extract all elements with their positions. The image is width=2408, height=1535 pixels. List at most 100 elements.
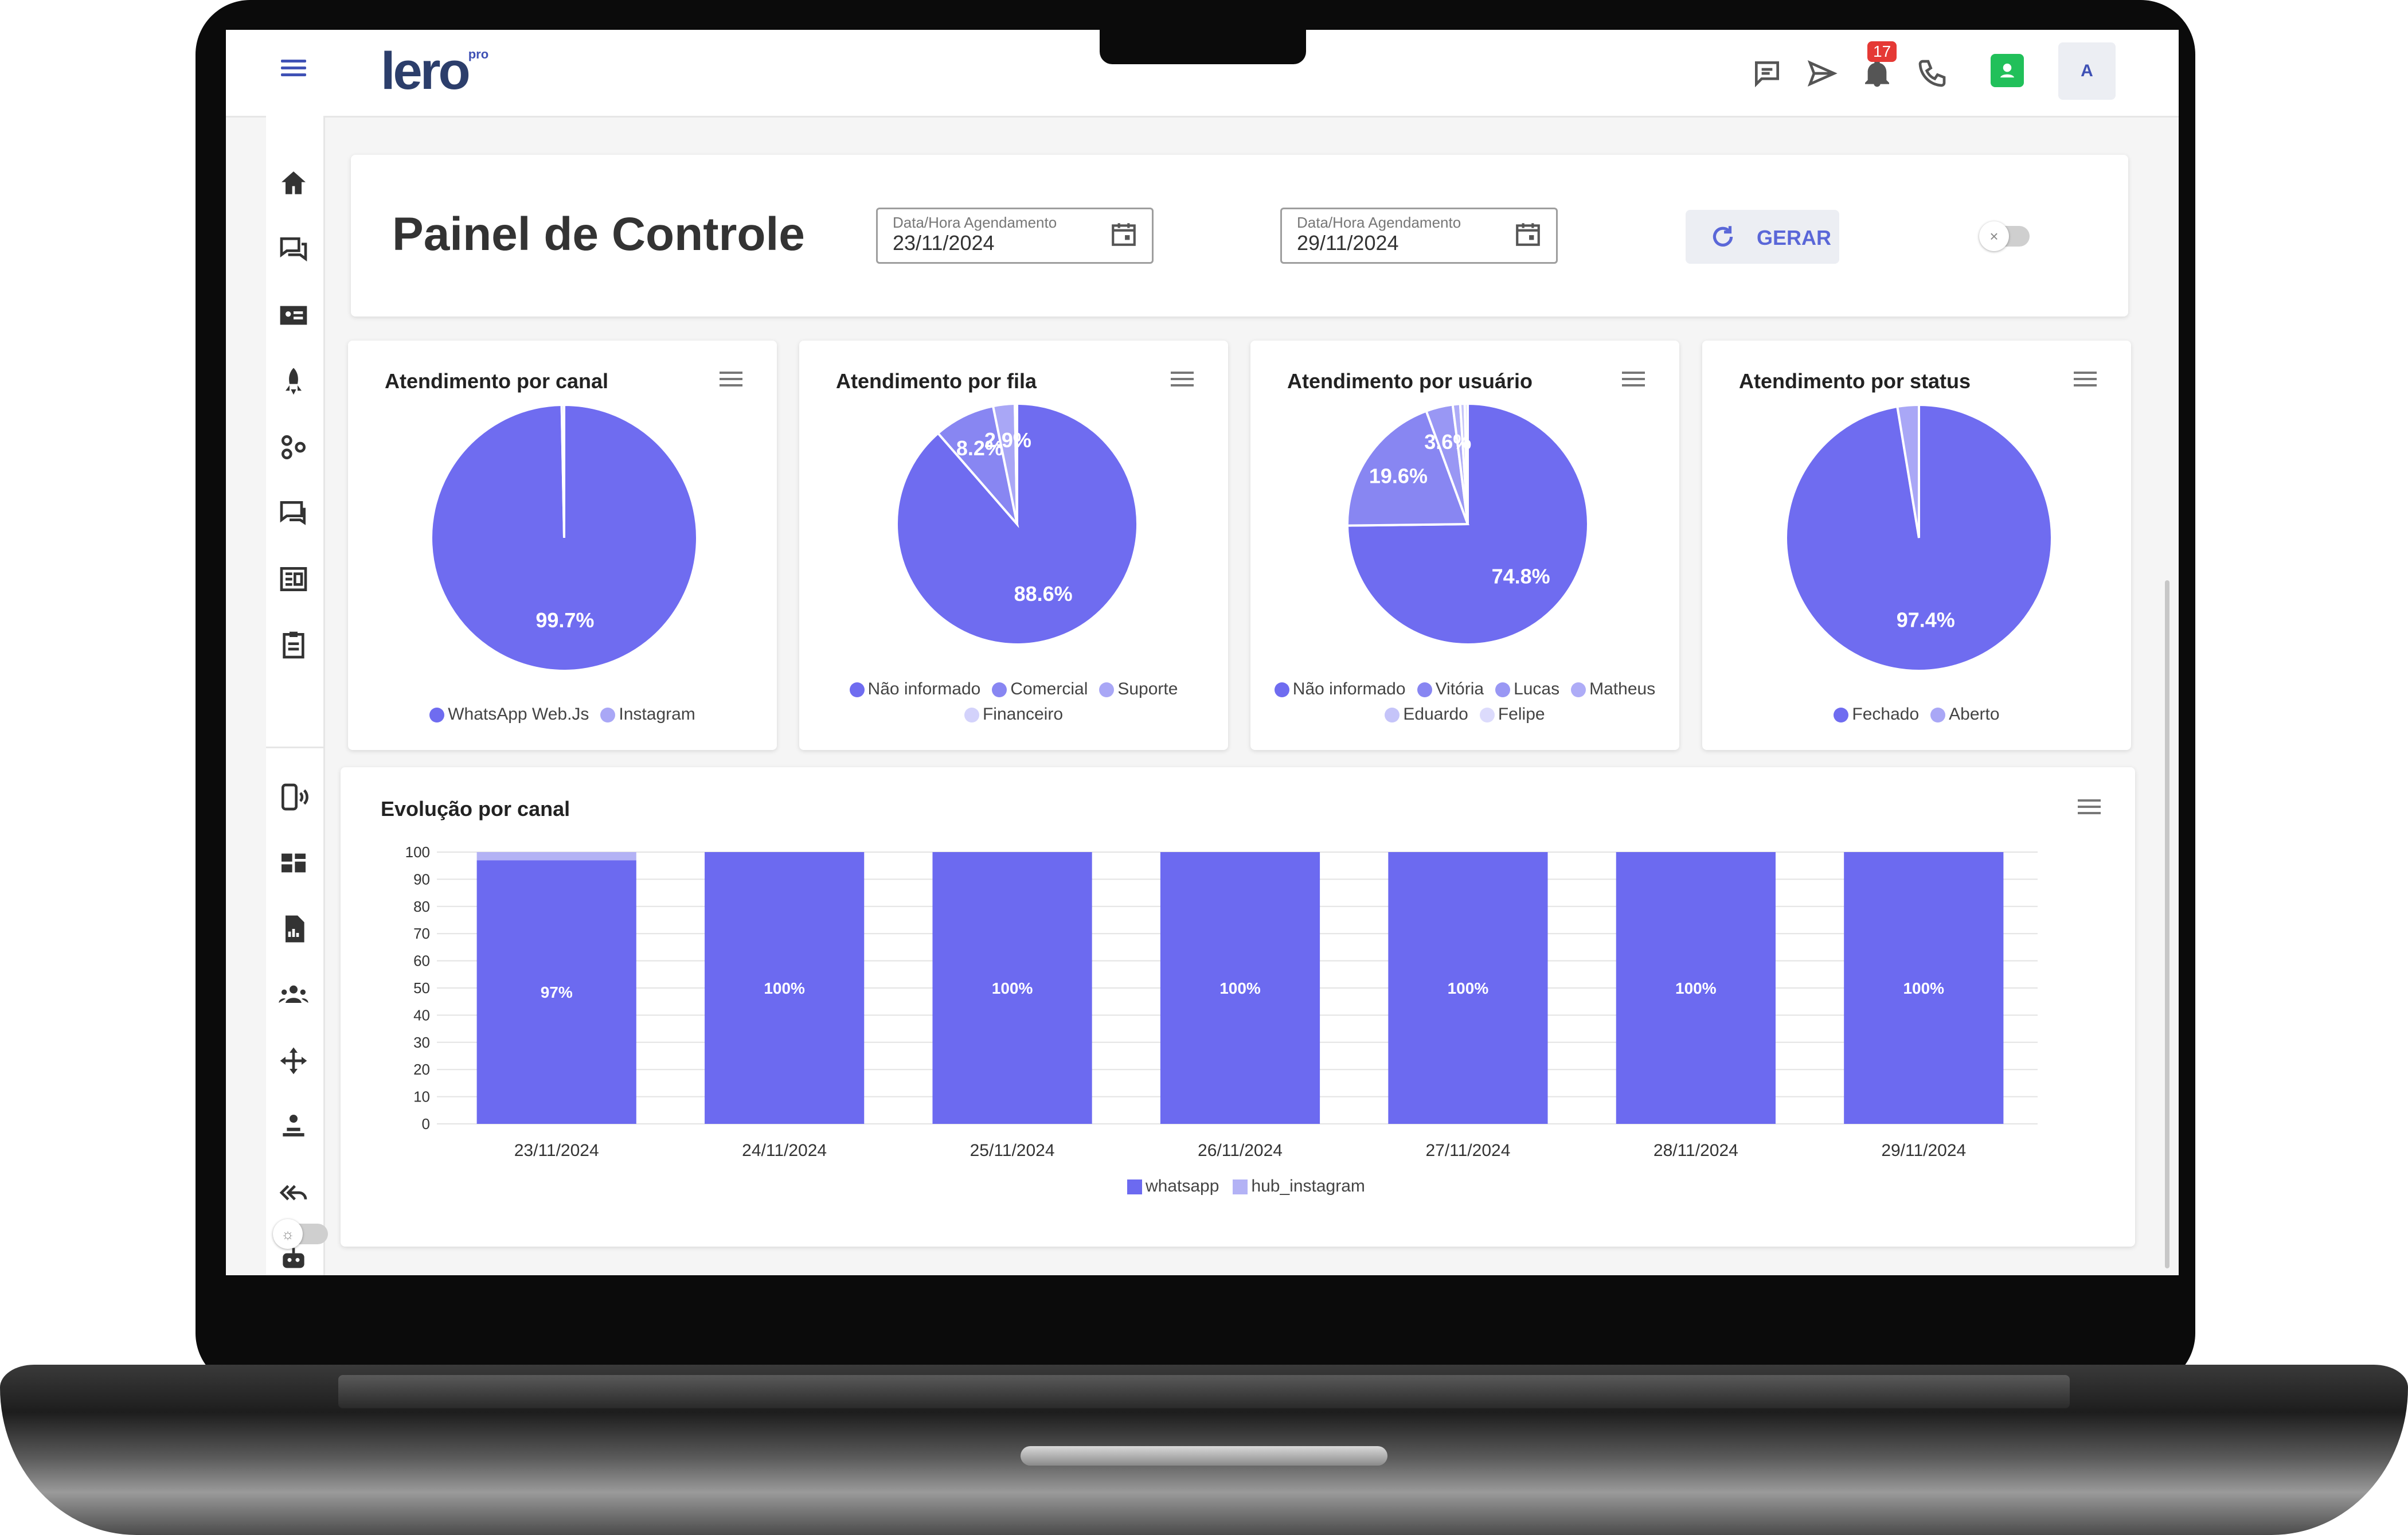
camera-notch — [1100, 23, 1306, 64]
pie-slice[interactable] — [1463, 402, 1469, 525]
pie-slice[interactable] — [1346, 409, 1469, 527]
queue-icon[interactable] — [277, 1111, 312, 1145]
bar-segment[interactable] — [1844, 852, 2004, 1124]
bar-segment[interactable] — [705, 852, 865, 1124]
pie-chart: 88.6% 8.2%2.9% — [896, 402, 1139, 646]
legend-item[interactable]: hub_instagram — [1233, 1177, 1365, 1196]
legend-item[interactable]: whatsapp — [1127, 1177, 1219, 1196]
chat-icon[interactable] — [1751, 57, 1783, 89]
legend-dot — [964, 708, 979, 722]
pie-slice[interactable] — [1895, 403, 1920, 538]
theme-toggle-icon: ☼ — [273, 1219, 303, 1249]
messages-icon[interactable] — [277, 497, 312, 532]
home-icon[interactable] — [277, 167, 312, 202]
x-tick-label: 25/11/2024 — [970, 1141, 1055, 1160]
pie-slice[interactable] — [1785, 403, 2053, 672]
phone-icon[interactable] — [1916, 57, 1948, 89]
legend-dot — [1099, 682, 1115, 697]
pie-chart-title: Atendimento por usuário — [1287, 369, 1533, 393]
legend-item[interactable]: Não informado — [1274, 677, 1406, 702]
chart-menu-icon[interactable] — [2078, 799, 2101, 815]
pie-chart-title: Atendimento por canal — [385, 369, 609, 393]
legend-item[interactable]: Matheus — [1571, 677, 1655, 702]
bar-data-label: 97% — [541, 983, 573, 1001]
pie-legend: Fechado Aberto — [1702, 702, 2131, 727]
legend-label: whatsapp — [1146, 1177, 1219, 1196]
x-tick-label: 23/11/2024 — [514, 1141, 599, 1160]
pie-slice[interactable] — [1014, 402, 1018, 525]
bell-icon[interactable] — [1861, 57, 1893, 89]
chart-menu-icon[interactable] — [2074, 372, 2097, 388]
bar-legend: whatsapp hub_instagram — [1120, 1177, 1372, 1196]
legend-item[interactable]: Felipe — [1479, 702, 1545, 727]
legend-item[interactable]: Comercial — [992, 677, 1088, 702]
pie-slice-label: 19.6% — [1369, 464, 1428, 488]
avatar[interactable]: A — [2058, 42, 2116, 100]
bar-data-label: 100% — [1219, 979, 1261, 997]
pie-slice-label: 74.8% — [1492, 564, 1550, 588]
send-icon[interactable] — [1806, 57, 1838, 89]
start-date-field[interactable]: Data/Hora Agendamento 23/11/2024 — [876, 208, 1154, 264]
legend-item[interactable]: Suporte — [1099, 677, 1178, 702]
legend-dot — [1479, 708, 1495, 722]
chart-menu-icon[interactable] — [720, 372, 742, 388]
menu-icon[interactable] — [281, 60, 306, 77]
legend-item[interactable]: Financeiro — [964, 702, 1063, 727]
legend-item[interactable]: Lucas — [1495, 677, 1559, 702]
bar-segment[interactable] — [476, 860, 636, 1124]
y-tick-label: 70 — [413, 925, 430, 942]
x-tick-label: 29/11/2024 — [1881, 1141, 1966, 1160]
legend-item[interactable]: Fechado — [1834, 702, 1919, 727]
bar-segment[interactable] — [476, 852, 636, 861]
pie-slice[interactable] — [936, 404, 1019, 529]
end-date-field[interactable]: Data/Hora Agendamento 29/11/2024 — [1280, 208, 1558, 264]
contact-card-icon[interactable] — [277, 299, 312, 334]
x-tick-label: 24/11/2024 — [742, 1141, 827, 1160]
y-tick-label: 90 — [413, 870, 430, 888]
rocket-icon[interactable] — [277, 365, 312, 400]
calendar-icon[interactable] — [1514, 220, 1542, 248]
bar-segment[interactable] — [932, 852, 1092, 1124]
grid-icon[interactable] — [277, 847, 312, 881]
bar-segment[interactable] — [1616, 852, 1776, 1124]
theme-toggle[interactable]: ☼ — [273, 1219, 328, 1249]
pie-slice-label: 3.6% — [1424, 430, 1471, 454]
pie-legend: WhatsApp Web.Js Instagram — [348, 702, 777, 727]
pie-slice-label: 8.2% — [956, 436, 1003, 460]
phone-signal-icon[interactable] — [277, 781, 312, 815]
pie-slice[interactable] — [560, 403, 565, 538]
y-tick-label: 40 — [413, 1006, 430, 1024]
move-icon[interactable] — [277, 1045, 312, 1079]
legend-item[interactable]: Não informado — [849, 677, 980, 702]
chart-menu-icon[interactable] — [1622, 372, 1645, 388]
legend-label: Felipe — [1498, 705, 1545, 724]
pie-slice-label: 88.6% — [1014, 582, 1073, 606]
chart-menu-icon[interactable] — [1171, 372, 1194, 388]
report-icon[interactable] — [277, 913, 312, 947]
scrollbar[interactable] — [2165, 580, 2169, 1268]
generate-button[interactable]: GERAR — [1686, 210, 1839, 264]
legend-item[interactable]: Vitória — [1417, 677, 1484, 702]
bar-segment[interactable] — [1160, 852, 1320, 1124]
chat-icon[interactable] — [277, 233, 312, 268]
legend-item[interactable]: WhatsApp Web.Js — [429, 702, 589, 727]
legend-item[interactable]: Eduardo — [1385, 702, 1468, 727]
bar-segment[interactable] — [1388, 852, 1548, 1124]
page-title: Painel de Controle — [392, 208, 805, 260]
users-icon[interactable] — [277, 979, 312, 1013]
filter-toggle[interactable]: × — [1979, 221, 2030, 251]
pie-chart-title: Atendimento por status — [1739, 369, 1971, 393]
reply-all-icon[interactable] — [277, 1177, 312, 1211]
calendar-icon[interactable] — [1109, 220, 1138, 248]
legend-swatch — [1233, 1179, 1248, 1194]
contact-button[interactable] — [1991, 54, 2024, 87]
legend-item[interactable]: Instagram — [600, 702, 695, 727]
clipboard-icon[interactable] — [277, 629, 312, 663]
robot-icon[interactable] — [277, 1243, 312, 1275]
pie-slice[interactable] — [1346, 402, 1589, 646]
connections-icon[interactable] — [277, 431, 312, 466]
legend-dot — [1930, 708, 1946, 722]
legend-item[interactable]: Aberto — [1930, 702, 2000, 727]
sidebar-divider — [266, 747, 323, 748]
dashboard-list-icon[interactable] — [277, 563, 312, 597]
